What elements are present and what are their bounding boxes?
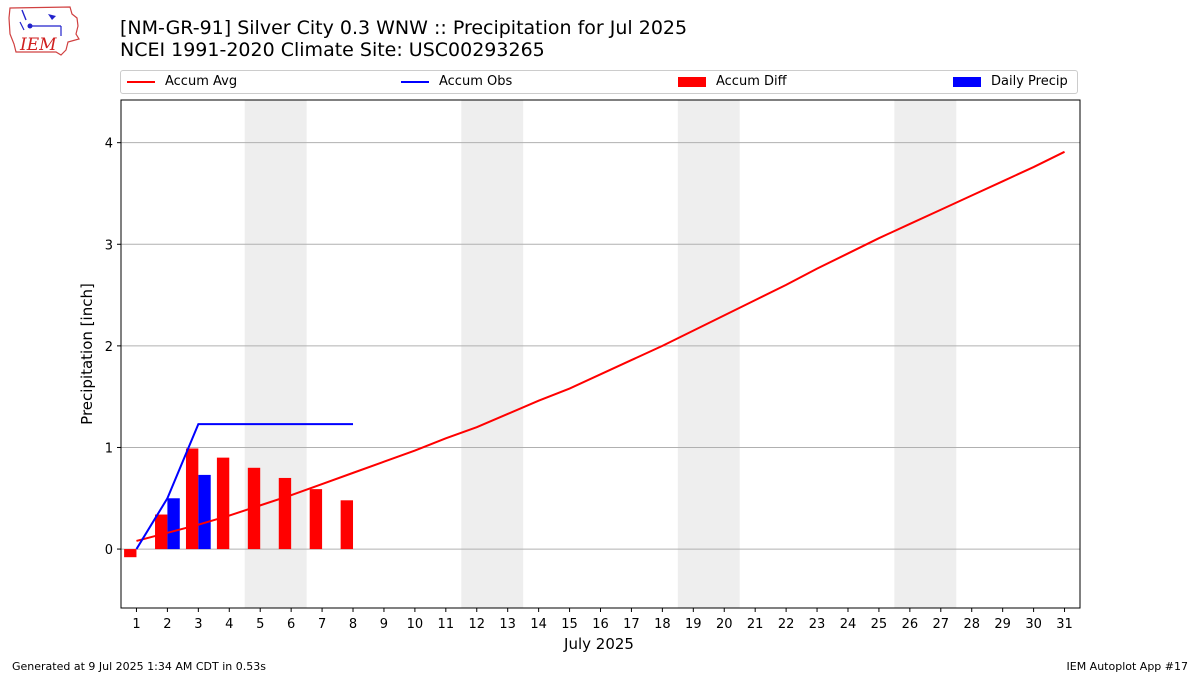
x-tick-label: 4 bbox=[225, 617, 233, 632]
chart-subtitle: NCEI 1991-2020 Climate Site: USC00293265 bbox=[120, 39, 545, 61]
accum-obs-line bbox=[135, 423, 354, 550]
legend-swatch-accum-avg bbox=[127, 80, 155, 83]
accum-diff-bar bbox=[155, 514, 168, 550]
bars bbox=[124, 448, 354, 558]
accum-diff-bar bbox=[185, 448, 199, 550]
x-tick-label: 1 bbox=[132, 617, 140, 632]
y-gridlines bbox=[121, 142, 1080, 550]
legend-swatch-accum-obs bbox=[401, 80, 429, 83]
legend-label-accum-diff: Accum Diff bbox=[716, 74, 787, 89]
x-tick-label: 5 bbox=[256, 617, 264, 632]
x-tick-label: 9 bbox=[380, 617, 388, 632]
x-tick-label: 16 bbox=[592, 617, 609, 632]
x-tick-label: 20 bbox=[716, 617, 733, 632]
x-tick-label: 19 bbox=[685, 617, 702, 632]
y-tick-label: 1 bbox=[105, 441, 113, 456]
x-tick-label: 27 bbox=[933, 617, 950, 632]
daily-precip-bar bbox=[167, 498, 180, 550]
x-tick-label: 2 bbox=[163, 617, 171, 632]
x-tick-label: 8 bbox=[349, 617, 357, 632]
y-axis-label: Precipitation [inch] bbox=[78, 283, 96, 425]
legend: Accum Avg Accum Obs Accum Diff Daily Pre… bbox=[120, 70, 1078, 94]
x-tick-label: 17 bbox=[623, 617, 640, 632]
x-tick-label: 30 bbox=[1025, 617, 1042, 632]
y-axis-ticks: 0 1 2 3 4 bbox=[105, 137, 121, 558]
accum-diff-bar bbox=[278, 477, 292, 550]
legend-label-accum-obs: Accum Obs bbox=[439, 74, 513, 89]
weekend-band bbox=[677, 100, 740, 608]
x-tick-label: 24 bbox=[840, 617, 857, 632]
legend-label-daily-precip: Daily Precip bbox=[991, 74, 1068, 89]
iowa-outline-icon bbox=[8, 6, 80, 56]
x-tick-label: 21 bbox=[747, 617, 764, 632]
x-tick-label: 25 bbox=[871, 617, 888, 632]
y-tick-label: 2 bbox=[105, 340, 113, 355]
legend-item-accum-obs: Accum Obs bbox=[401, 74, 512, 92]
daily-precip-bar bbox=[198, 474, 211, 550]
y-tick-label: 4 bbox=[105, 137, 113, 152]
x-tick-label: 14 bbox=[530, 617, 547, 632]
x-tick-label: 22 bbox=[778, 617, 795, 632]
legend-item-daily-precip: Daily Precip bbox=[953, 74, 1068, 92]
legend-item-accum-avg: Accum Avg bbox=[127, 74, 237, 92]
x-tick-label: 31 bbox=[1056, 617, 1073, 632]
generated-footer: Generated at 9 Jul 2025 1:34 AM CDT in 0… bbox=[12, 660, 266, 673]
legend-label-accum-avg: Accum Avg bbox=[165, 74, 238, 89]
x-axis-ticks: 1 2 3 4 5 6 7 8 9 10 11 12 13 14 15 16 17 18 19 20 21 22 23 24 2… bbox=[132, 608, 1073, 632]
legend-swatch-daily-precip bbox=[953, 76, 981, 87]
x-axis-label: July 2025 bbox=[563, 635, 634, 653]
app-footer: IEM Autoplot App #17 bbox=[1066, 660, 1189, 673]
x-tick-label: 12 bbox=[468, 617, 485, 632]
x-tick-label: 28 bbox=[963, 617, 980, 632]
accum-diff-bar bbox=[309, 489, 323, 550]
accum-diff-bar bbox=[124, 549, 137, 558]
x-tick-label: 15 bbox=[561, 617, 578, 632]
y-tick-label: 3 bbox=[105, 238, 113, 253]
weekend-band bbox=[894, 100, 957, 608]
x-tick-label: 10 bbox=[407, 617, 424, 632]
x-tick-label: 26 bbox=[902, 617, 919, 632]
iem-logo: IEM bbox=[8, 6, 80, 56]
logo-text: IEM bbox=[19, 35, 57, 55]
x-tick-label: 13 bbox=[499, 617, 516, 632]
legend-swatch-accum-diff bbox=[678, 76, 706, 87]
chart-title: [NM-GR-91] Silver City 0.3 WNW :: Precip… bbox=[120, 17, 688, 39]
x-tick-label: 3 bbox=[194, 617, 202, 632]
y-tick-label: 0 bbox=[105, 543, 113, 558]
x-tick-label: 6 bbox=[287, 617, 295, 632]
accum-diff-bar bbox=[216, 457, 230, 550]
x-tick-label: 7 bbox=[318, 617, 326, 632]
accum-avg-line bbox=[136, 150, 1065, 542]
weekend-band bbox=[461, 100, 524, 608]
x-tick-label: 18 bbox=[654, 617, 671, 632]
x-tick-label: 23 bbox=[809, 617, 826, 632]
x-tick-label: 11 bbox=[438, 617, 455, 632]
legend-item-accum-diff: Accum Diff bbox=[678, 74, 787, 92]
lines bbox=[135, 150, 1065, 550]
x-tick-label: 29 bbox=[994, 617, 1011, 632]
accum-diff-bar bbox=[340, 500, 354, 550]
